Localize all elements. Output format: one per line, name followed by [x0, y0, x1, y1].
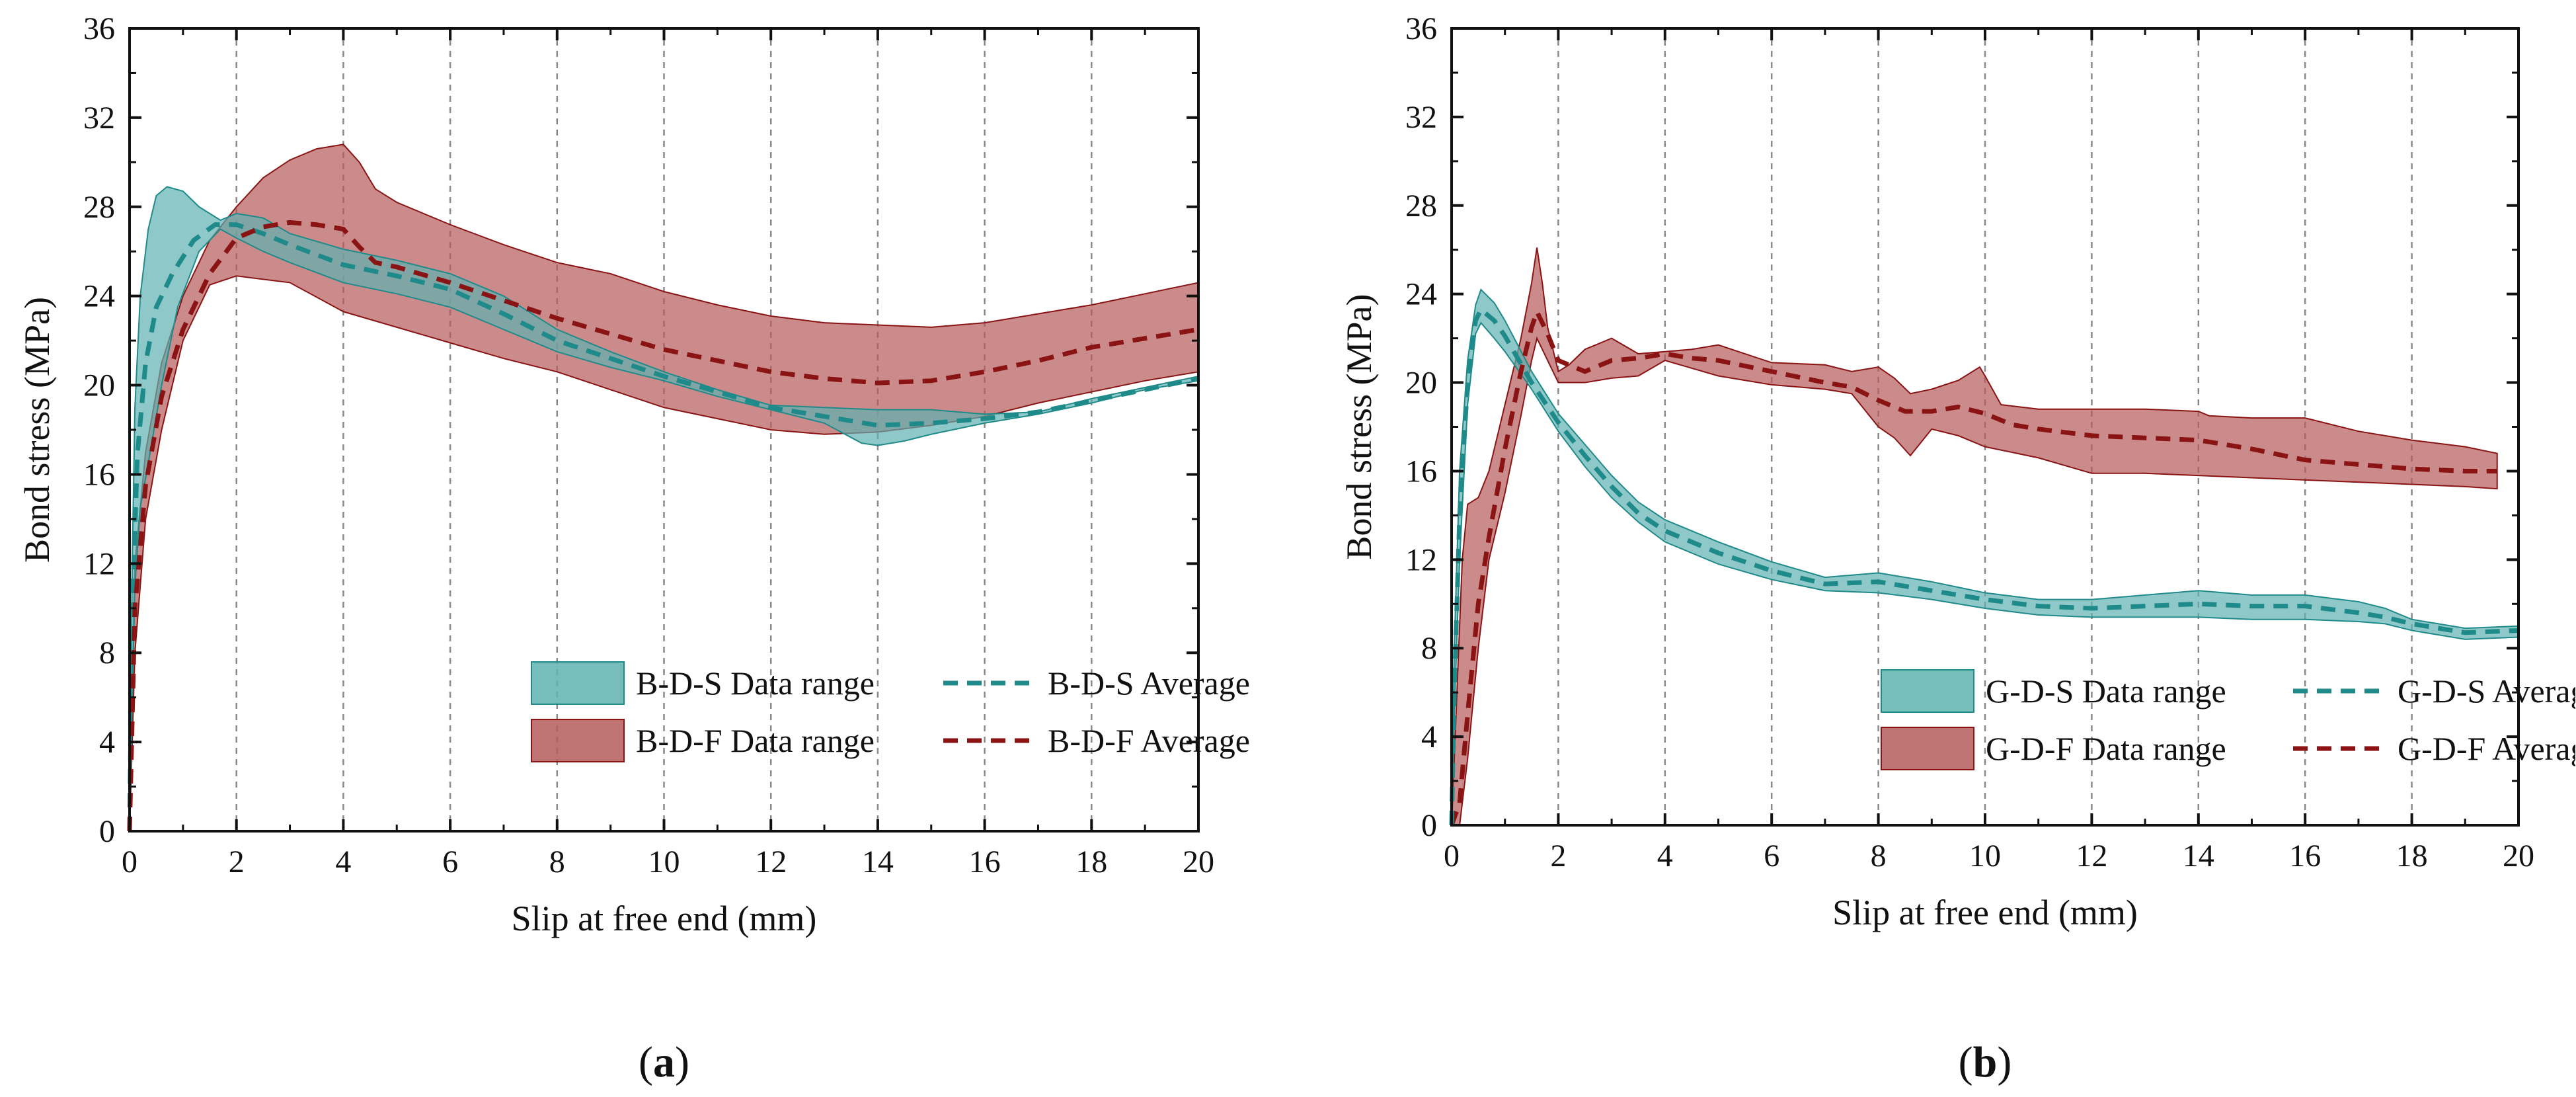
chart-b-xtick-label: 6 [1764, 838, 1779, 874]
chart-b-legend-label-gds_range: G-D-S Data range [1986, 672, 2226, 710]
chart-a-xtick-label: 20 [1183, 844, 1214, 879]
chart-a-ytick-label: 20 [83, 368, 115, 403]
chart-a-legend-label-bds_avg: B-D-S Average [1048, 665, 1250, 702]
chart-b-ytick-label: 36 [1405, 11, 1437, 46]
chart-b-line-g-d-s-average [1449, 305, 2519, 826]
chart-a-plot-frame [128, 27, 1200, 833]
chart-a-xtick-label: 8 [549, 844, 565, 879]
chart-a-xtick-label: 16 [969, 844, 1001, 879]
chart-b-xtick-label: 0 [1444, 838, 1460, 874]
chart-a-xtick-label: 10 [648, 844, 680, 879]
chart-a-xtick-label: 14 [862, 844, 894, 879]
chart-b-legend-label-gdf_avg: G-D-F Average [2398, 730, 2575, 767]
chart-b-y-axis-label: Bond stress (MPa) [1339, 294, 1379, 560]
chart-panel-b: 0 2 4 6 8 10 12 14 16 18 20 0 4 8 12 16 20 24 28 32 36 Slip a… [1288, 0, 2575, 1097]
chart-a-ytick-label: 16 [83, 457, 115, 492]
chart-a-legend-swatch-bds_range [531, 661, 625, 705]
chart-a-ytick-label: 8 [99, 635, 115, 670]
chart-b-legend-swatch-gds_range [1881, 669, 1974, 713]
chart-a-ytick-label: 32 [83, 101, 115, 136]
chart-b-ytick-label: 16 [1405, 454, 1437, 489]
chart-a-legend-swatch-bdf_range [531, 719, 625, 762]
chart-b-xtick-label: 18 [2396, 838, 2428, 874]
chart-a-y-axis-label: Bond stress (MPa) [17, 297, 57, 563]
chart-b-xtick-label: 10 [1969, 838, 2001, 874]
chart-b-ytick-label: 4 [1421, 719, 1437, 754]
chart-b-ytick-label: 12 [1405, 542, 1437, 577]
chart-b-legend-label-gdf_range: G-D-F Data range [1986, 730, 2226, 767]
chart-a-ytick-label: 28 [83, 190, 115, 225]
chart-a-xtick-label: 0 [122, 844, 137, 879]
chart-a-panel-label: (a) [639, 1038, 689, 1086]
chart-b-ytick-label: 24 [1405, 277, 1437, 312]
chart-b-xtick-label: 20 [2503, 838, 2534, 874]
chart-a-ytick-label: 4 [99, 725, 115, 760]
chart-a-ytick-label: 24 [83, 279, 115, 314]
chart-b-x-axis-label: Slip at free end (mm) [1832, 893, 2138, 932]
chart-a-x-axis-label: Slip at free end (mm) [512, 899, 817, 938]
chart-b-legend-label-gds_avg: G-D-S Average [2398, 672, 2575, 710]
chart-a-ytick-label: 36 [83, 11, 115, 46]
chart-b-ytick-label: 20 [1405, 366, 1437, 401]
chart-a-ytick-label: 12 [83, 546, 115, 581]
chart-a-line-b-d-f-average [127, 220, 1199, 832]
chart-a-xtick-label: 18 [1075, 844, 1107, 879]
chart-b-ytick-label: 32 [1405, 100, 1437, 135]
chart-b-panel-label: (b) [1959, 1038, 2012, 1086]
chart-a-band-b-d-f-data-range [129, 143, 1199, 832]
chart-b-xtick-label: 14 [2183, 838, 2214, 874]
chart-b-xtick-label: 8 [1871, 838, 1887, 874]
chart-b-ytick-label: 0 [1421, 808, 1437, 843]
chart-b-ytick-label: 28 [1405, 188, 1437, 223]
chart-b-line-g-d-f-average [1449, 305, 2497, 827]
chart-b-xtick-label: 4 [1657, 838, 1673, 874]
chart-a-line-b-d-s-average [127, 222, 1199, 832]
chart-a-xtick-label: 12 [755, 844, 787, 879]
chart-panel-a: 0 2 4 6 8 10 12 14 16 18 20 0 4 8 12 16 20 24 28 32 36 Slip a… [17, 11, 1250, 1086]
chart-b-xtick-label: 16 [2289, 838, 2321, 874]
chart-a-xtick-label: 4 [335, 844, 351, 879]
chart-a-xtick-label: 6 [442, 844, 458, 879]
chart-a-legend-label-bdf_range: B-D-F Data range [636, 722, 875, 759]
chart-a-xtick-label: 2 [229, 844, 245, 879]
chart-b-ytick-label: 8 [1421, 631, 1437, 666]
chart-a-legend-label-bdf_avg: B-D-F Average [1048, 722, 1250, 759]
chart-a-ytick-label: 0 [99, 814, 115, 849]
chart-b-xtick-label: 12 [2076, 838, 2107, 874]
chart-b-legend-swatch-gdf_range [1881, 727, 1974, 770]
chart-b-xtick-label: 2 [1550, 838, 1566, 874]
chart-a-legend-label-bds_range: B-D-S Data range [636, 665, 875, 702]
